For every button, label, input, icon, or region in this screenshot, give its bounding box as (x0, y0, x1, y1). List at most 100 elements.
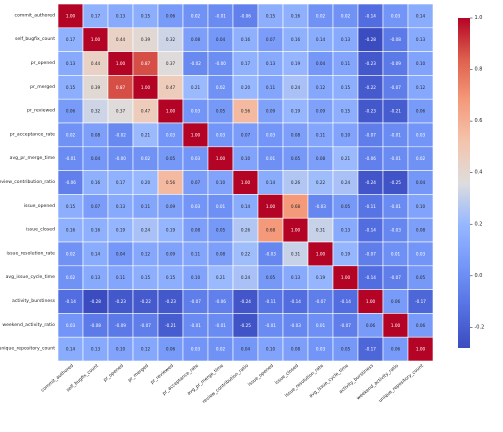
cell-value-label: -0.03 (290, 323, 301, 328)
cell-value-label: 1.00 (216, 156, 226, 161)
cell-value-label: 0.44 (91, 61, 101, 66)
cell-value-label: 0.06 (166, 13, 176, 18)
cell-value-label: -0.01 (390, 204, 401, 209)
row-label: issue_closed (26, 227, 55, 233)
cell-value-label: 0.04 (91, 156, 101, 161)
cell-value-label: -0.25 (240, 323, 251, 328)
cell-value-label: 1.00 (241, 180, 251, 185)
cell-value-label: 0.26 (291, 180, 301, 185)
cell-value-label: 0.21 (191, 85, 201, 90)
cell-value-label: -0.07 (390, 275, 401, 280)
cell-value-label: 0.12 (416, 85, 426, 90)
cell-value-label: 0.02 (416, 156, 426, 161)
cell-value-label: 0.19 (291, 109, 301, 114)
cell-value-label: -0.23 (365, 109, 376, 114)
row-label: review_contribution_ratio (0, 179, 55, 185)
cell-value-label: 0.56 (241, 109, 251, 114)
cell-value-label: 1.00 (416, 347, 426, 352)
cell-value-label: 0.68 (266, 228, 276, 233)
cell-value-label: 0.16 (91, 180, 101, 185)
cell-value-label: 0.09 (166, 204, 176, 209)
cell-value-label: 0.14 (416, 13, 426, 18)
cell-value-label: 0.87 (116, 85, 126, 90)
cell-value-label: 0.05 (416, 275, 426, 280)
cell-value-label: 0.31 (316, 228, 326, 233)
cell-value-label: -0.14 (340, 299, 351, 304)
cell-value-label: 0.10 (266, 347, 276, 352)
cell-value-label: 0.04 (116, 251, 126, 256)
cell-value-label: 0.02 (216, 85, 226, 90)
cell-value-label: 1.00 (341, 275, 351, 280)
cell-value-label: 0.13 (341, 228, 351, 233)
heatmap-cell (407, 336, 434, 362)
cell-value-label: 0.22 (241, 251, 251, 256)
cell-value-label: -0.06 (365, 156, 376, 161)
cell-value-label: 1.00 (366, 299, 376, 304)
cell-value-label: -0.01 (215, 323, 226, 328)
column-label: pr_reviewed (149, 363, 174, 386)
cell-value-label: 0.15 (166, 275, 176, 280)
cell-value-label: 0.07 (91, 204, 101, 209)
cell-value-label: 0.03 (316, 347, 326, 352)
column-label: review_contribution_ratio (201, 363, 250, 405)
cell-value-label: 0.37 (166, 61, 176, 66)
cell-value-label: 0.13 (341, 37, 351, 42)
cell-value-label: 0.04 (216, 37, 226, 42)
cell-value-label: 1.00 (91, 37, 101, 42)
row-labels: commit_authored self_bugfix_count pr_opene… (0, 12, 56, 351)
cell-value-label: 0.07 (191, 180, 201, 185)
row-label: commit_authored (15, 12, 56, 18)
cell-value-label: 0.10 (416, 204, 426, 209)
cell-value-label: 1.00 (391, 323, 401, 328)
cell-value-label: 0.01 (316, 323, 326, 328)
cell-value-label: 0.11 (341, 61, 351, 66)
cell-value-label: -0.21 (390, 109, 401, 114)
colorbar-tick-label: 0.2 (475, 221, 483, 227)
cell-value-label: 0.15 (341, 109, 351, 114)
cell-value-label: 0.02 (141, 156, 151, 161)
cell-value-label: 0.15 (341, 85, 351, 90)
cell-value-label: 0.14 (66, 347, 76, 352)
row-label: weekend_activity_ratio (2, 322, 55, 328)
cell-value-label: 0.06 (416, 109, 426, 114)
cell-value-label: 0.11 (266, 85, 276, 90)
cell-value-label: 0.22 (316, 180, 326, 185)
cell-value-label: -0.08 (390, 37, 401, 42)
colorbar-tick-label: -0.2 (475, 324, 485, 330)
cell-value-label: 1.00 (266, 204, 276, 209)
cell-value-label: 0.24 (241, 275, 251, 280)
cell-value-label: 0.16 (291, 37, 301, 42)
cell-value-label: -0.24 (365, 180, 376, 185)
row-label: issue_opened (24, 203, 55, 209)
cell-value-label: -0.01 (215, 13, 226, 18)
cell-value-label: -0.07 (365, 132, 376, 137)
cell-value-label: 0.08 (316, 156, 326, 161)
cell-value-label: 0.03 (191, 347, 201, 352)
cell-value-label: 0.06 (391, 299, 401, 304)
cell-value-label: -0.11 (365, 204, 376, 209)
row-label: pr_merged (30, 84, 55, 90)
cell-value-label: 0.31 (291, 251, 301, 256)
cell-value-label: 0.10 (116, 347, 126, 352)
row-label: issue_resolution_rate (6, 250, 55, 256)
cell-value-label: 0.05 (266, 275, 276, 280)
cell-value-label: -0.09 (115, 323, 126, 328)
column-label: pr_merged (127, 363, 150, 384)
cell-value-label: 0.12 (141, 347, 151, 352)
cell-value-label: 0.11 (141, 204, 151, 209)
cell-value-label: 0.09 (316, 109, 326, 114)
cell-value-label: 0.09 (166, 251, 176, 256)
cell-value-label: 0.03 (391, 13, 401, 18)
cell-value-label: 0.15 (141, 275, 151, 280)
column-label: issue_opened (247, 363, 275, 388)
row-label: unique_repository_count (0, 346, 55, 352)
cell-value-label: -0.01 (265, 323, 276, 328)
cell-value-label: 0.05 (216, 109, 226, 114)
cell-value-label: 0.03 (66, 323, 76, 328)
cell-value-label: 0.08 (191, 228, 201, 233)
cell-value-label: 0.39 (91, 85, 101, 90)
cell-value-label: 0.17 (91, 13, 101, 18)
cell-value-label: 0.15 (141, 13, 151, 18)
